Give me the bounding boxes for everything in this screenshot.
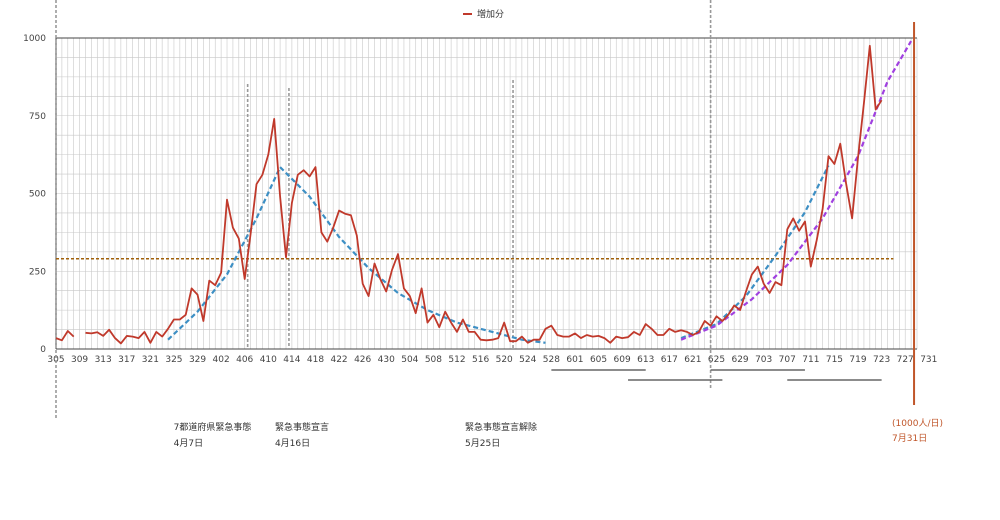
grid — [55, 37, 918, 350]
target-value-label: (1000人/日) — [892, 418, 943, 429]
x-tick-label: 414 — [283, 355, 300, 365]
x-tick-label: 601 — [566, 355, 583, 365]
x-tick-label: 731 — [920, 355, 937, 365]
x-tick-label: 629 — [731, 355, 748, 365]
series-lines — [55, 44, 883, 345]
x-tick-label: 609 — [614, 355, 631, 365]
x-tick-label: 410 — [260, 355, 277, 365]
trend-lines — [167, 40, 913, 344]
event-label: 緊急事態宣言解除 — [465, 421, 537, 433]
x-tick-label: 719 — [849, 355, 866, 365]
x-tick-label: 508 — [425, 355, 442, 365]
trend-line — [167, 165, 546, 344]
x-tick-label: 613 — [637, 355, 654, 365]
x-tick-label: 605 — [590, 355, 607, 365]
legend-label: 増加分 — [477, 8, 504, 20]
x-tick-label: 727 — [897, 355, 914, 365]
x-tick-label: 723 — [873, 355, 890, 365]
x-tick-label: 430 — [378, 355, 395, 365]
trend-line — [680, 40, 913, 341]
series-line — [55, 330, 75, 342]
y-tick-label: 250 — [29, 267, 46, 277]
x-tick-label: 325 — [165, 355, 182, 365]
x-tick-label: 422 — [330, 355, 347, 365]
x-tick-label: 621 — [684, 355, 701, 365]
event-date: 4月16日 — [275, 438, 310, 449]
x-tick-label: 516 — [472, 355, 489, 365]
event-lines: 7都道府県緊急事態 4月7日 緊急事態宣言 4月16日 緊急事態宣言解除 5月25日 — [55, 0, 712, 449]
y-tick-labels: 0 250 500 750 1000 — [23, 34, 46, 355]
y-tick-label: 1000 — [23, 34, 46, 44]
event-label: 緊急事態宣言 — [275, 421, 329, 433]
target-date-label: 7月31日 — [892, 433, 927, 444]
x-tick-label: 406 — [236, 355, 253, 365]
x-tick-label: 504 — [401, 355, 418, 365]
x-tick-label: 512 — [448, 355, 465, 365]
y-tick-label: 500 — [29, 190, 46, 200]
legend: 増加分 — [463, 8, 504, 20]
x-tick-label: 313 — [95, 355, 112, 365]
x-tick-label: 309 — [71, 355, 88, 365]
x-tick-labels: 3053093133173213253294024064104144184224… — [47, 355, 937, 365]
x-tick-label: 329 — [189, 355, 206, 365]
x-tick-label: 321 — [142, 355, 159, 365]
x-tick-label: 715 — [826, 355, 843, 365]
x-tick-label: 520 — [496, 355, 513, 365]
event-date: 5月25日 — [465, 438, 500, 449]
y-tick-label: 0 — [40, 345, 46, 355]
x-tick-label: 625 — [708, 355, 725, 365]
x-tick-label: 426 — [354, 355, 371, 365]
x-tick-label: 528 — [543, 355, 560, 365]
x-tick-label: 617 — [661, 355, 678, 365]
event-date: 4月7日 — [174, 438, 203, 449]
target-annotation: (1000人/日) 7月31日 — [892, 22, 943, 444]
y-tick-label: 750 — [29, 112, 46, 122]
x-tick-label: 524 — [519, 355, 536, 365]
period-bars — [551, 369, 882, 381]
x-tick-label: 711 — [802, 355, 819, 365]
x-tick-label: 402 — [213, 355, 230, 365]
x-tick-label: 418 — [307, 355, 324, 365]
x-tick-label: 707 — [779, 355, 796, 365]
event-label: 7都道府県緊急事態 — [174, 421, 252, 433]
x-tick-label: 317 — [118, 355, 135, 365]
series-line — [85, 44, 883, 345]
x-tick-label: 703 — [755, 355, 772, 365]
